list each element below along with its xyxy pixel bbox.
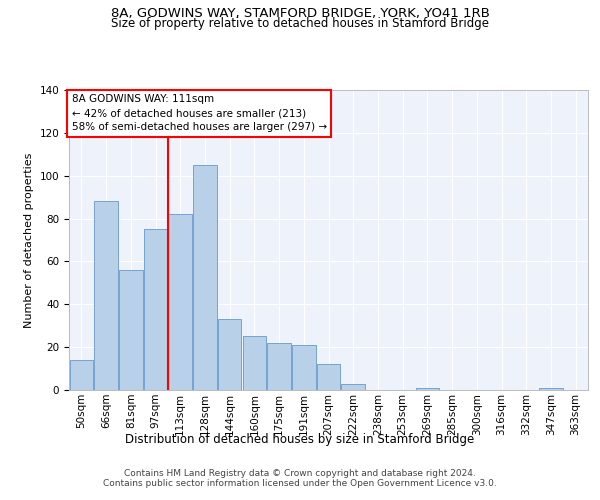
Text: 8A GODWINS WAY: 111sqm
← 42% of detached houses are smaller (213)
58% of semi-de: 8A GODWINS WAY: 111sqm ← 42% of detached… [71, 94, 327, 132]
Text: Size of property relative to detached houses in Stamford Bridge: Size of property relative to detached ho… [111, 18, 489, 30]
Bar [94, 202, 118, 390]
Bar [292, 345, 316, 390]
Bar [539, 388, 563, 390]
Bar [341, 384, 365, 390]
Text: Contains public sector information licensed under the Open Government Licence v3: Contains public sector information licen… [103, 479, 497, 488]
Bar [317, 364, 340, 390]
Y-axis label: Number of detached properties: Number of detached properties [24, 152, 34, 328]
Text: Distribution of detached houses by size in Stamford Bridge: Distribution of detached houses by size … [125, 432, 475, 446]
Bar [193, 165, 217, 390]
Text: 8A, GODWINS WAY, STAMFORD BRIDGE, YORK, YO41 1RB: 8A, GODWINS WAY, STAMFORD BRIDGE, YORK, … [110, 8, 490, 20]
Bar [416, 388, 439, 390]
Bar [218, 320, 241, 390]
Bar [242, 336, 266, 390]
Text: Contains HM Land Registry data © Crown copyright and database right 2024.: Contains HM Land Registry data © Crown c… [124, 469, 476, 478]
Bar [119, 270, 143, 390]
Bar [144, 230, 167, 390]
Bar [70, 360, 93, 390]
Bar [268, 343, 291, 390]
Bar [169, 214, 192, 390]
